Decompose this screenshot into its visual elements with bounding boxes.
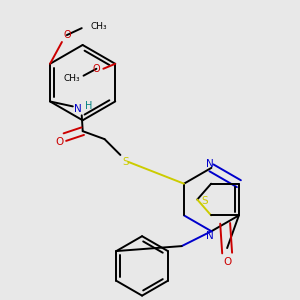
Text: S: S [122, 157, 129, 167]
Text: O: O [56, 137, 64, 147]
Text: O: O [63, 30, 71, 40]
Text: N: N [206, 159, 213, 169]
Text: N: N [206, 231, 213, 241]
Text: H: H [85, 101, 92, 111]
Text: CH₃: CH₃ [91, 22, 107, 31]
Text: N: N [74, 104, 82, 114]
Text: O: O [93, 64, 100, 74]
Text: CH₃: CH₃ [63, 74, 80, 83]
Text: O: O [223, 257, 231, 267]
Text: S: S [201, 196, 208, 206]
